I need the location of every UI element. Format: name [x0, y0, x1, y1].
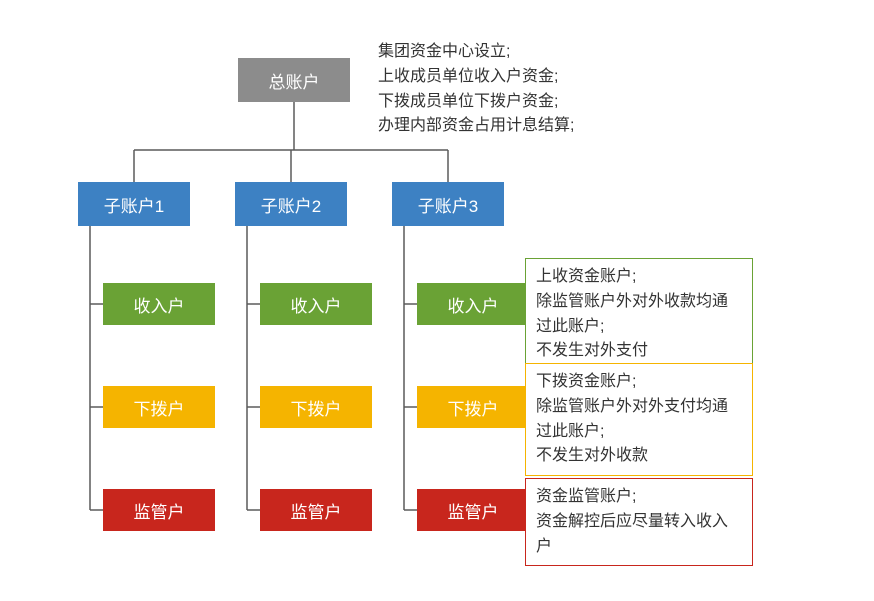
root-description: 集团资金中心设立; 上收成员单位收入户资金; 下拨成员单位下拨户资金; 办理内部… — [368, 34, 668, 145]
root-account-node: 总账户 — [238, 58, 350, 102]
income-label-1: 收入户 — [134, 292, 185, 317]
sub-account-2-node: 子账户2 — [235, 182, 347, 226]
income-node-2: 收入户 — [260, 283, 372, 325]
root-account-label: 总账户 — [269, 68, 320, 93]
supervise-description: 资金监管账户; 资金解控后应尽量转入收入户 — [525, 478, 753, 566]
supervise-label-3: 监管户 — [448, 498, 499, 523]
dispatch-label-2: 下拨户 — [291, 395, 342, 420]
sub-account-1-node: 子账户1 — [78, 182, 190, 226]
sub-account-2-label: 子账户2 — [261, 192, 321, 217]
dispatch-node-3: 下拨户 — [417, 386, 529, 428]
dispatch-description: 下拨资金账户; 除监管账户外对外支付均通过此账户; 不发生对外收款 — [525, 363, 753, 476]
supervise-label-1: 监管户 — [134, 498, 185, 523]
supervise-label-2: 监管户 — [291, 498, 342, 523]
sub-account-1-label: 子账户1 — [104, 192, 164, 217]
income-label-3: 收入户 — [448, 292, 499, 317]
income-node-1: 收入户 — [103, 283, 215, 325]
supervise-node-3: 监管户 — [417, 489, 529, 531]
income-label-2: 收入户 — [291, 292, 342, 317]
supervise-node-2: 监管户 — [260, 489, 372, 531]
income-node-3: 收入户 — [417, 283, 529, 325]
sub-account-3-label: 子账户3 — [418, 192, 478, 217]
dispatch-label-1: 下拨户 — [134, 395, 185, 420]
supervise-node-1: 监管户 — [103, 489, 215, 531]
sub-account-3-node: 子账户3 — [392, 182, 504, 226]
dispatch-node-1: 下拨户 — [103, 386, 215, 428]
dispatch-node-2: 下拨户 — [260, 386, 372, 428]
income-description: 上收资金账户; 除监管账户外对外收款均通过此账户; 不发生对外支付 — [525, 258, 753, 371]
dispatch-label-3: 下拨户 — [448, 395, 499, 420]
